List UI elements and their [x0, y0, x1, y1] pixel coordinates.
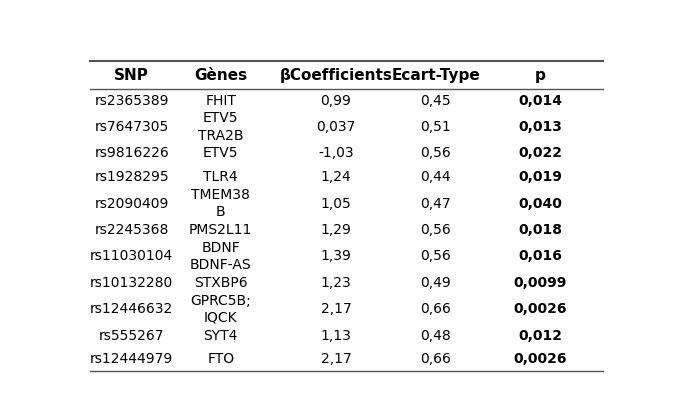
- Text: rs9816226: rs9816226: [94, 146, 169, 161]
- Text: rs2090409: rs2090409: [95, 197, 169, 211]
- Text: 0,022: 0,022: [518, 146, 562, 161]
- Text: TMEM38
B: TMEM38 B: [191, 188, 250, 219]
- Text: rs12446632: rs12446632: [90, 302, 173, 316]
- Text: rs1928295: rs1928295: [95, 170, 169, 184]
- Text: Gènes: Gènes: [194, 69, 247, 84]
- Text: 0,56: 0,56: [420, 146, 451, 161]
- Text: rs10132280: rs10132280: [90, 276, 173, 290]
- Text: ETV5
TRA2B: ETV5 TRA2B: [198, 112, 243, 143]
- Text: Ecart-Type: Ecart-Type: [391, 69, 480, 84]
- Text: 1,13: 1,13: [320, 329, 352, 343]
- Text: 1,23: 1,23: [320, 276, 352, 290]
- Text: 0,0026: 0,0026: [514, 302, 567, 316]
- Text: rs2245368: rs2245368: [95, 223, 169, 237]
- Text: 0,013: 0,013: [518, 120, 562, 134]
- Text: 0,037: 0,037: [316, 120, 356, 134]
- Text: 0,040: 0,040: [518, 197, 562, 211]
- Text: 0,018: 0,018: [518, 223, 562, 237]
- Text: 0,014: 0,014: [518, 94, 562, 108]
- Text: 0,0026: 0,0026: [514, 352, 567, 367]
- Text: rs11030104: rs11030104: [90, 250, 173, 263]
- Text: 0,51: 0,51: [420, 120, 451, 134]
- Text: rs555267: rs555267: [99, 329, 164, 343]
- Text: 0,019: 0,019: [518, 170, 562, 184]
- Text: PMS2L11: PMS2L11: [189, 223, 252, 237]
- Text: ETV5: ETV5: [203, 146, 239, 161]
- Text: STXBP6: STXBP6: [194, 276, 247, 290]
- Text: 0,47: 0,47: [420, 197, 451, 211]
- Text: 0,66: 0,66: [420, 352, 451, 367]
- Text: 0,016: 0,016: [518, 250, 562, 263]
- Text: 1,29: 1,29: [320, 223, 352, 237]
- Text: 2,17: 2,17: [320, 352, 352, 367]
- Text: SNP: SNP: [114, 69, 149, 84]
- Text: -1,03: -1,03: [318, 146, 354, 161]
- Text: 0,56: 0,56: [420, 250, 451, 263]
- Text: rs7647305: rs7647305: [95, 120, 169, 134]
- Text: BDNF
BDNF-AS: BDNF BDNF-AS: [190, 241, 251, 272]
- Text: p: p: [535, 69, 546, 84]
- Text: FTO: FTO: [207, 352, 235, 367]
- Text: 0,66: 0,66: [420, 302, 451, 316]
- Text: 0,99: 0,99: [320, 94, 352, 108]
- Text: 2,17: 2,17: [320, 302, 352, 316]
- Text: TLR4: TLR4: [203, 170, 238, 184]
- Text: 0,012: 0,012: [518, 329, 562, 343]
- Text: rs12444979: rs12444979: [90, 352, 173, 367]
- Text: 1,24: 1,24: [320, 170, 352, 184]
- Text: rs2365389: rs2365389: [95, 94, 169, 108]
- Text: 0,49: 0,49: [420, 276, 451, 290]
- Text: FHIT: FHIT: [206, 94, 236, 108]
- Text: SYT4: SYT4: [203, 329, 238, 343]
- Text: βCoefficients: βCoefficients: [280, 69, 392, 84]
- Text: 0,44: 0,44: [420, 170, 451, 184]
- Text: 0,48: 0,48: [420, 329, 451, 343]
- Text: 0,0099: 0,0099: [514, 276, 567, 290]
- Text: 1,05: 1,05: [320, 197, 352, 211]
- Text: 0,45: 0,45: [420, 94, 451, 108]
- Text: 0,56: 0,56: [420, 223, 451, 237]
- Text: GPRC5B;
IQCK: GPRC5B; IQCK: [191, 293, 251, 325]
- Text: 1,39: 1,39: [320, 250, 352, 263]
